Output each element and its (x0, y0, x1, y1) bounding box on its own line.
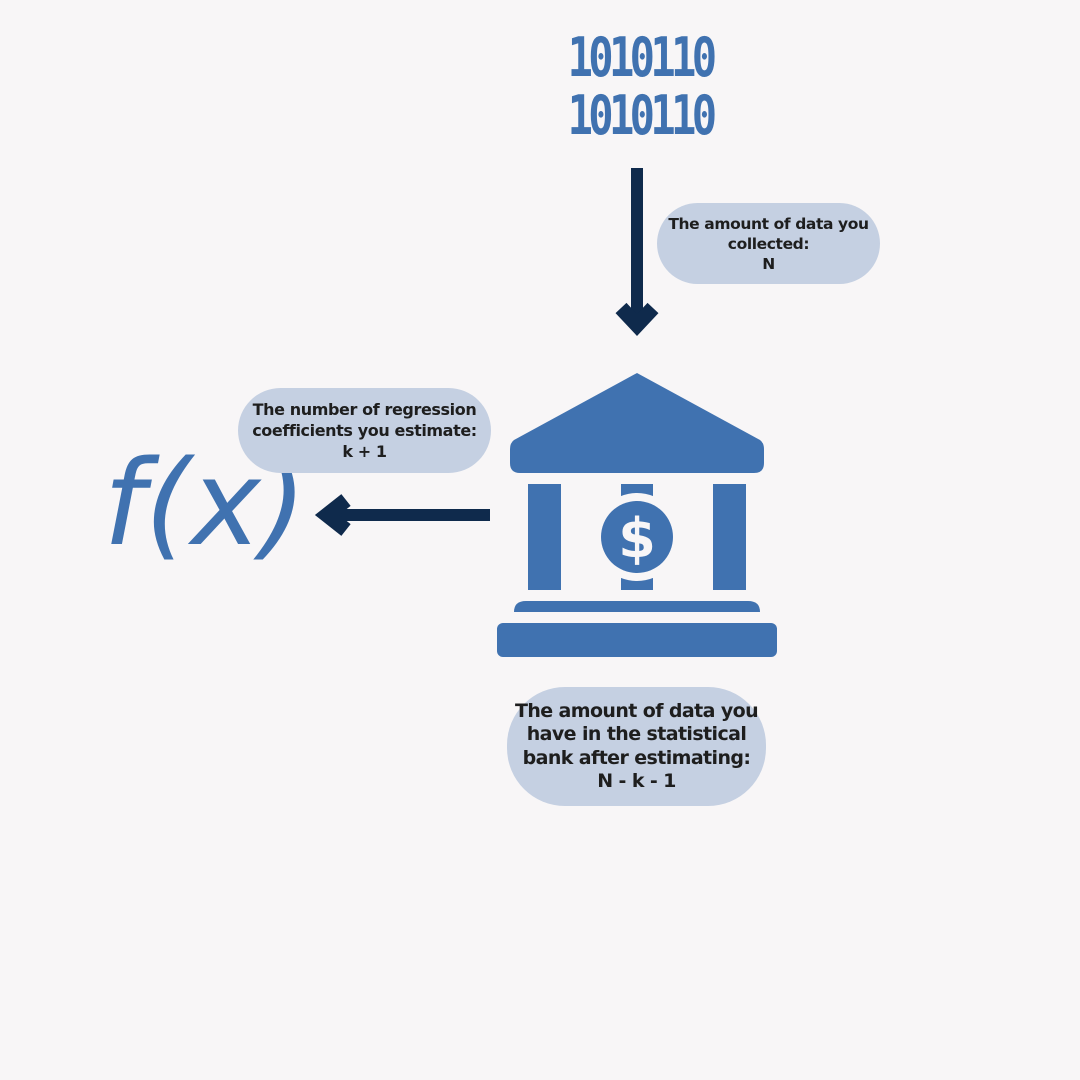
coefficients-line-2: coefficients you estimate: (252, 421, 477, 440)
collected-line-1: The amount of data you (668, 214, 869, 233)
remaining-line-1: The amount of data you (514, 699, 759, 722)
binary-line-2: 1010110 (567, 84, 717, 147)
left-arrow-icon (314, 494, 490, 536)
bank-step (514, 601, 760, 612)
bank-roof (510, 373, 764, 473)
bank-base (497, 623, 777, 657)
coefficients-callout: The number of regression coefficients yo… (238, 388, 491, 473)
down-arrow-icon (615, 168, 659, 336)
bank-icon: $ (497, 373, 777, 657)
collected-line-2: collected: (727, 234, 810, 253)
bank-column-left (528, 484, 561, 590)
coefficients-line-3: k + 1 (342, 442, 387, 461)
remaining-data-callout: The amount of data you have in the stati… (507, 687, 766, 806)
collected-line-3: N (762, 254, 775, 273)
bank-column-right (713, 484, 746, 590)
remaining-line-4: N - k - 1 (597, 770, 676, 792)
binary-line-1: 1010110 (567, 26, 717, 89)
remaining-line-3: bank after estimating: (522, 746, 751, 769)
remaining-line-2: have in the statistical (526, 723, 747, 745)
coin-icon (601, 501, 673, 573)
collected-data-callout: The amount of data you collected: N (657, 203, 880, 284)
dollar-sign-icon: $ (618, 507, 656, 570)
coefficients-line-1: The number of regression (252, 400, 477, 419)
